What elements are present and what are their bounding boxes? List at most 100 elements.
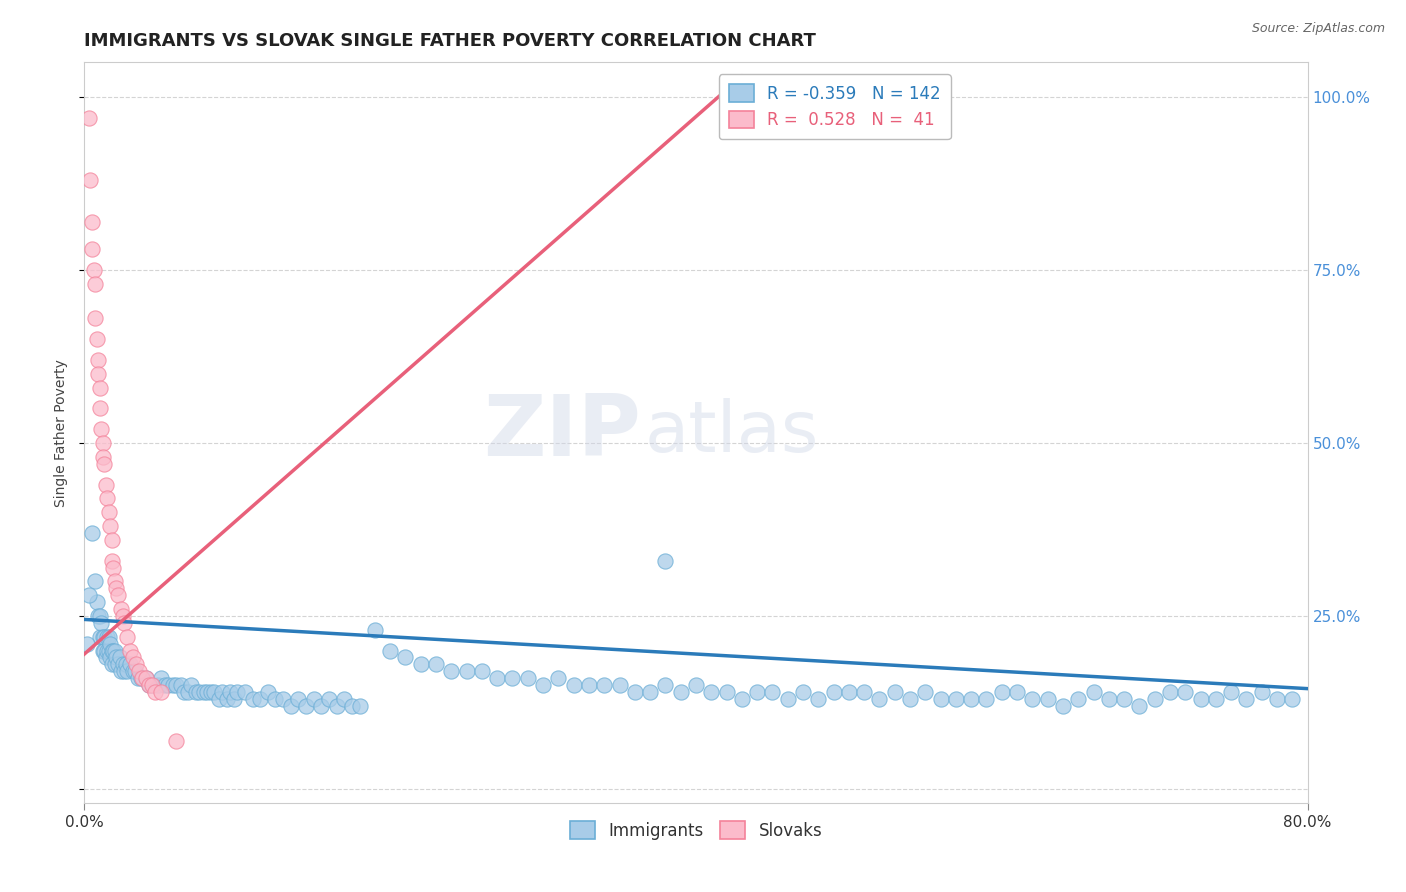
Point bbox=[98, 637, 121, 651]
Point bbox=[155, 678, 177, 692]
Point bbox=[471, 665, 494, 679]
Point bbox=[122, 665, 145, 679]
Point bbox=[638, 685, 661, 699]
Point bbox=[486, 671, 509, 685]
Point bbox=[89, 630, 111, 644]
Point bbox=[89, 609, 111, 624]
Point bbox=[1021, 692, 1043, 706]
Text: IMMIGRANTS VS SLOVAK SINGLE FATHER POVERTY CORRELATION CHART: IMMIGRANTS VS SLOVAK SINGLE FATHER POVER… bbox=[84, 32, 817, 50]
Point bbox=[609, 678, 631, 692]
Point bbox=[141, 678, 163, 692]
Point bbox=[1265, 692, 1288, 706]
Point bbox=[325, 698, 347, 713]
Point bbox=[976, 692, 998, 706]
Point bbox=[264, 692, 287, 706]
Point bbox=[202, 685, 225, 699]
Point bbox=[380, 643, 402, 657]
Legend: Immigrants, Slovaks: Immigrants, Slovaks bbox=[564, 814, 828, 847]
Point bbox=[1205, 692, 1227, 706]
Point bbox=[96, 491, 118, 506]
Point bbox=[224, 692, 246, 706]
Point bbox=[110, 602, 132, 616]
Point bbox=[91, 630, 114, 644]
Point bbox=[112, 615, 135, 630]
Point bbox=[112, 665, 135, 679]
Point bbox=[80, 214, 103, 228]
Point bbox=[114, 657, 136, 672]
Point bbox=[302, 692, 325, 706]
Point bbox=[593, 678, 616, 692]
Point bbox=[823, 685, 845, 699]
Point bbox=[87, 367, 110, 381]
Point bbox=[135, 671, 157, 685]
Point bbox=[89, 381, 111, 395]
Point bbox=[103, 560, 125, 574]
Point bbox=[149, 685, 172, 699]
Point bbox=[143, 685, 166, 699]
Point bbox=[991, 685, 1014, 699]
Point bbox=[97, 505, 120, 519]
Point bbox=[716, 685, 738, 699]
Point bbox=[101, 533, 124, 547]
Point bbox=[124, 665, 146, 679]
Point bbox=[1250, 685, 1272, 699]
Point bbox=[287, 692, 309, 706]
Point bbox=[960, 692, 983, 706]
Point bbox=[138, 678, 160, 692]
Point bbox=[87, 353, 110, 368]
Point bbox=[883, 685, 905, 699]
Point bbox=[77, 111, 100, 125]
Point bbox=[193, 685, 215, 699]
Point bbox=[761, 685, 783, 699]
Point bbox=[105, 582, 128, 596]
Point bbox=[945, 692, 967, 706]
Point bbox=[120, 657, 142, 672]
Point bbox=[120, 643, 142, 657]
Point bbox=[180, 678, 202, 692]
Point bbox=[79, 173, 101, 187]
Point bbox=[107, 657, 129, 672]
Point bbox=[271, 692, 294, 706]
Point bbox=[226, 685, 249, 699]
Point bbox=[115, 665, 138, 679]
Point bbox=[83, 263, 105, 277]
Point bbox=[1098, 692, 1121, 706]
Point bbox=[333, 692, 356, 706]
Point bbox=[94, 477, 117, 491]
Point bbox=[249, 692, 271, 706]
Point bbox=[853, 685, 876, 699]
Point bbox=[1114, 692, 1136, 706]
Point bbox=[776, 692, 799, 706]
Point bbox=[188, 685, 211, 699]
Point bbox=[456, 665, 478, 679]
Point bbox=[1052, 698, 1074, 713]
Point bbox=[215, 692, 238, 706]
Point bbox=[547, 671, 569, 685]
Point bbox=[218, 685, 240, 699]
Point bbox=[578, 678, 600, 692]
Text: Source: ZipAtlas.com: Source: ZipAtlas.com bbox=[1251, 22, 1385, 36]
Point bbox=[84, 277, 107, 291]
Point bbox=[142, 678, 165, 692]
Point bbox=[747, 685, 769, 699]
Point bbox=[233, 685, 256, 699]
Point bbox=[792, 685, 814, 699]
Point bbox=[562, 678, 585, 692]
Point bbox=[1036, 692, 1059, 706]
Point bbox=[98, 650, 121, 665]
Point bbox=[295, 698, 318, 713]
Point bbox=[93, 643, 115, 657]
Point bbox=[340, 698, 363, 713]
Point bbox=[162, 678, 184, 692]
Point bbox=[125, 657, 148, 672]
Point bbox=[90, 615, 112, 630]
Point bbox=[257, 685, 280, 699]
Point bbox=[90, 422, 112, 436]
Point bbox=[184, 685, 207, 699]
Point bbox=[101, 643, 124, 657]
Point bbox=[177, 685, 200, 699]
Point bbox=[87, 609, 110, 624]
Point bbox=[1143, 692, 1166, 706]
Point bbox=[96, 630, 118, 644]
Point bbox=[914, 685, 936, 699]
